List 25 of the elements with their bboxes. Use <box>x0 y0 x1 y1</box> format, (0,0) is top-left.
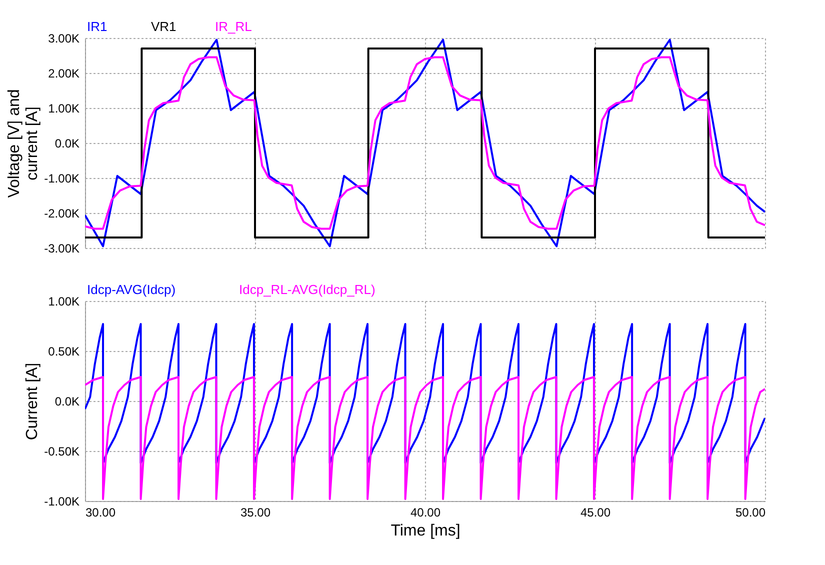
series-label: IR_RL <box>215 19 252 34</box>
y-tick-label: -1.00K <box>44 172 80 186</box>
y-tick-label: -2.00K <box>44 206 80 220</box>
y-tick-label: 1.00K <box>48 294 80 308</box>
x-tick-label: 45.00 <box>580 506 611 520</box>
x-axis-title: Time [ms] <box>390 522 460 540</box>
y-tick-label: -3.00K <box>44 242 80 256</box>
y-tick-label: -0.50K <box>44 444 80 458</box>
x-tick-label: 35.00 <box>240 506 271 520</box>
text: IR1 <box>87 19 108 34</box>
text: Idcp-AVG(Idcp) <box>87 282 176 297</box>
x-tick-label: 50.00 <box>735 506 766 520</box>
text: Idcp_RL-AVG(Idcp_RL) <box>239 282 376 297</box>
y-tick-label: 2.00K <box>48 66 80 80</box>
y-tick-label: 1.00K <box>48 102 80 116</box>
y-tick-label: 0.50K <box>48 344 80 358</box>
y-axis-title: Voltage [V] and current [A] <box>6 89 42 198</box>
series-label: VR1 <box>151 19 176 34</box>
y-axis-title: Current [A] <box>24 362 42 440</box>
x-tick-label: 40.00 <box>410 506 441 520</box>
x-tick-label: 30.00 <box>86 506 116 520</box>
y-tick-label: 3.00K <box>48 32 80 46</box>
y-tick-label: -1.00K <box>44 494 80 508</box>
y-tick-label: 0.0K <box>54 136 80 150</box>
y-tick-label: 0.0K <box>54 394 80 408</box>
